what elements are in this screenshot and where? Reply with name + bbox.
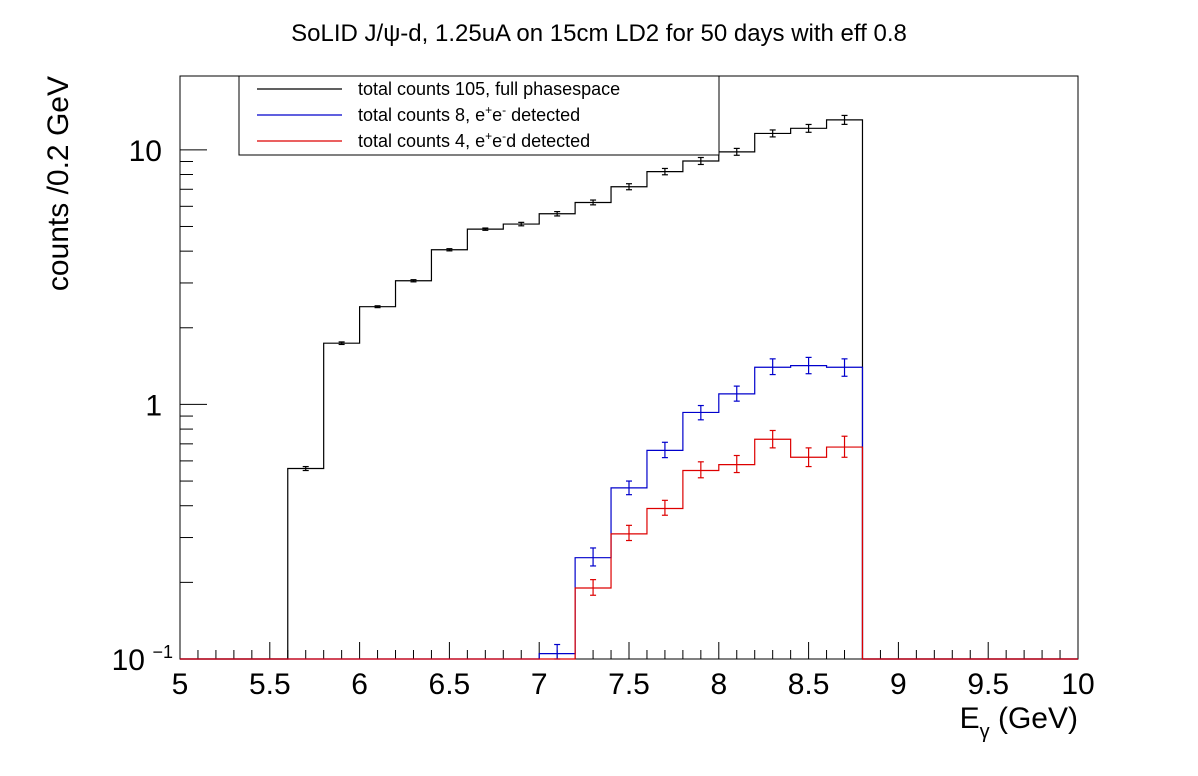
x-tick-label: 5 (172, 668, 189, 701)
series-layer (180, 114, 1078, 660)
x-tick-label: 5.5 (249, 668, 291, 701)
y-tick-label: 10 (129, 135, 162, 168)
series-0 (180, 114, 1078, 660)
x-tick-label: 8.5 (788, 668, 830, 701)
series-0-histogram-line (180, 119, 1078, 660)
y-tick-exponent: −1 (152, 642, 173, 662)
x-tick-label: 6.5 (429, 668, 471, 701)
x-tick-label: 7 (531, 668, 548, 701)
x-axis-title: Eγ (GeV) (960, 702, 1078, 743)
y-tick-label: 1 (145, 389, 162, 422)
y-tick-label: 10 (112, 644, 145, 677)
legend-label-0: total counts 105, full phasespace (358, 79, 620, 99)
series-1-histogram-line (180, 365, 1078, 660)
x-tick-label: 8 (710, 668, 727, 701)
plot-frame (179, 75, 1079, 660)
legend-label-2: total counts 4, e+e-d detected (358, 129, 590, 151)
series-2-histogram-line (180, 438, 1078, 660)
series-2 (180, 429, 1078, 660)
legend-label-1: total counts 8, e+e- detected (358, 103, 580, 125)
axis-ticks (179, 149, 1079, 660)
x-tick-label: 6 (351, 668, 368, 701)
x-tick-label: 9.5 (967, 668, 1009, 701)
tick-labels: 5 5.5 6 6.5 7 7.5 8 8.5 9 9.5 10 10 −1 1 10 (112, 135, 1095, 701)
series-1 (180, 356, 1078, 660)
legend: total counts 105, full phasespace total c… (238, 75, 720, 156)
x-tick-label: 7.5 (608, 668, 650, 701)
chart-title: SoLID J/ψ-d, 1.25uA on 15cm LD2 for 50 d… (291, 20, 907, 47)
x-tick-label: 10 (1061, 668, 1094, 701)
x-tick-label: 9 (890, 668, 907, 701)
y-axis-title: counts /0.2 GeV (42, 76, 75, 291)
